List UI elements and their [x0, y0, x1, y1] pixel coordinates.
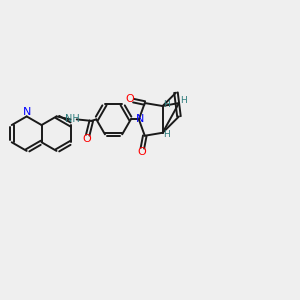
Text: O: O [126, 94, 134, 104]
Text: O: O [82, 134, 91, 144]
Text: H: H [180, 96, 187, 105]
Text: N: N [22, 107, 31, 117]
Text: O: O [137, 147, 146, 158]
Text: NH: NH [65, 114, 80, 124]
Text: H: H [164, 130, 170, 139]
Text: H: H [164, 100, 170, 109]
Text: N: N [136, 114, 144, 124]
